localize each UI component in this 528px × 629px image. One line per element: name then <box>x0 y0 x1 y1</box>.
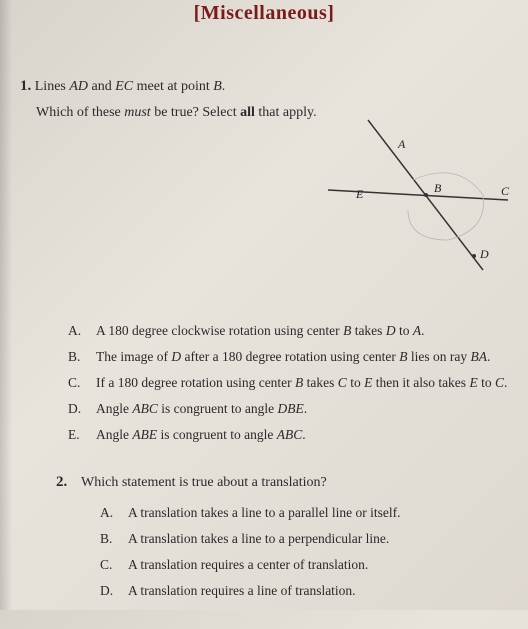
section-header: [Miscellaneous] <box>20 0 508 25</box>
q1-option-c: C. If a 180 degree rotation using center… <box>68 375 508 391</box>
option-text: The image of D after a 180 degree rotati… <box>96 349 490 365</box>
q1-var: B <box>213 79 222 94</box>
point-d <box>472 254 476 258</box>
q2-option-c: C. A translation requires a center of tr… <box>100 557 508 573</box>
pencil-scribble <box>408 173 484 240</box>
point-b <box>424 193 428 197</box>
option-label: D. <box>68 401 84 417</box>
option-label: E. <box>68 427 84 443</box>
option-text: Angle ABC is congruent to angle DBE. <box>96 401 307 417</box>
q1-text-part: Lines <box>35 79 70 94</box>
q1-option-b: B. The image of D after a 180 degree rot… <box>68 349 508 365</box>
option-text: A translation takes a line to a perpendi… <box>128 531 389 547</box>
q2-option-a: A. A translation takes a line to a paral… <box>100 505 508 521</box>
label-b: B <box>434 181 442 195</box>
label-a: A <box>397 137 406 151</box>
q1-text-part: be true? Select <box>151 105 240 120</box>
q1-emph: must <box>124 105 150 120</box>
q1-options: A. A 180 degree clockwise rotation using… <box>68 323 508 443</box>
q2-option-d: D. A translation requires a line of tran… <box>100 583 508 599</box>
q1-var: AD <box>69 79 88 94</box>
option-text: A 180 degree clockwise rotation using ce… <box>96 323 424 339</box>
q1-text-part: and <box>88 79 115 94</box>
q2-options: A. A translation takes a line to a paral… <box>100 505 508 599</box>
q1-bold: all <box>240 105 255 120</box>
option-text: If a 180 degree rotation using center B … <box>96 375 507 391</box>
option-label: B. <box>100 531 116 547</box>
q1-var: EC <box>115 79 133 94</box>
question-1: 1. Lines AD and EC meet at point B. Whic… <box>20 75 508 443</box>
geometry-diagram: A B C D E <box>308 110 518 300</box>
option-label: B. <box>68 349 84 365</box>
option-label: C. <box>100 557 116 573</box>
option-label: D. <box>100 583 116 599</box>
q1-text-part: Which of these <box>36 105 124 120</box>
option-label: A. <box>100 505 116 521</box>
q1-line1: 1. Lines AD and EC meet at point B. <box>20 75 508 98</box>
option-label: A. <box>68 323 84 339</box>
label-e: E <box>355 187 364 201</box>
label-d: D <box>479 247 489 261</box>
option-text: A translation requires a line of transla… <box>128 583 356 599</box>
q1-option-e: E. Angle ABE is congruent to angle ABC. <box>68 427 508 443</box>
q1-text-part: . <box>222 79 226 94</box>
label-c: C <box>501 184 510 198</box>
option-text: Angle ABE is congruent to angle ABC. <box>96 427 306 443</box>
q2-text: Which statement is true about a translat… <box>81 475 327 490</box>
q1-option-a: A. A 180 degree clockwise rotation using… <box>68 323 508 339</box>
q2-option-b: B. A translation takes a line to a perpe… <box>100 531 508 547</box>
question-2: 2. Which statement is true about a trans… <box>56 471 508 600</box>
page-content: [Miscellaneous] 1. Lines AD and EC meet … <box>0 0 528 629</box>
q1-text-part: meet at point <box>133 79 213 94</box>
q1-option-d: D. Angle ABC is congruent to angle DBE. <box>68 401 508 417</box>
q2-number: 2. <box>56 474 67 490</box>
q1-number: 1. <box>20 78 31 94</box>
option-label: C. <box>68 375 84 391</box>
option-text: A translation takes a line to a parallel… <box>128 505 401 521</box>
q2-prompt: 2. Which statement is true about a trans… <box>56 471 508 494</box>
line-ec <box>328 190 508 200</box>
option-text: A translation requires a center of trans… <box>128 557 368 573</box>
